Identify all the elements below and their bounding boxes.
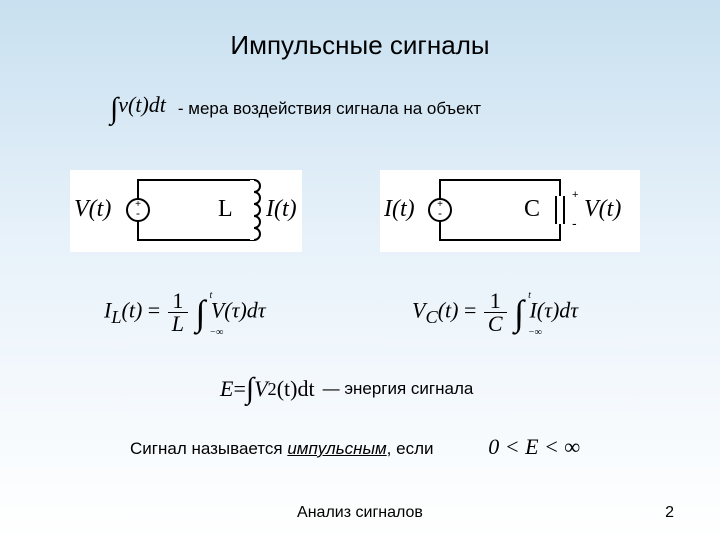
energy-label: — энергия сигнала [323,379,474,399]
circuit-r-elem: C [524,196,540,223]
energy-equation: E = ∫ V2(t)dt — энергия сигнала [220,372,473,406]
circuit-l-src: V(t) [74,196,111,223]
circuit-capacitor: + - + - I(t) C V(t) [380,170,640,252]
svg-text:-: - [438,206,442,220]
circuit-r-src: I(t) [384,196,415,223]
slide-title: Импульсные сигналы [0,0,720,61]
svg-text:-: - [572,215,577,231]
measure-integral: ∫v(t)dt [110,92,166,126]
equation-capacitor: VC(t) = 1C ∫t−∞ I(τ)dτ [412,290,578,335]
definition-condition: 0 < E < ∞ [488,434,580,459]
svg-text:+: + [572,189,578,201]
equation-inductor: IL(t) = 1L ∫t−∞ V(τ)dτ [104,290,266,335]
footer-text: Анализ сигналов [0,504,720,522]
page-number: 2 [665,504,674,522]
measure-row: ∫v(t)dt - мера воздействия сигнала на об… [110,92,481,126]
circuit-l-elem: L [218,196,233,223]
circuit-inductor: + - V(t) L I(t) [70,170,302,252]
circuit-l-out: I(t) [266,196,297,223]
definition-line: Сигнал называется импульсным, если 0 < E… [130,434,580,460]
svg-text:-: - [136,206,140,220]
circuit-r-out: V(t) [584,196,621,223]
measure-label: - мера воздействия сигнала на объект [178,99,481,119]
